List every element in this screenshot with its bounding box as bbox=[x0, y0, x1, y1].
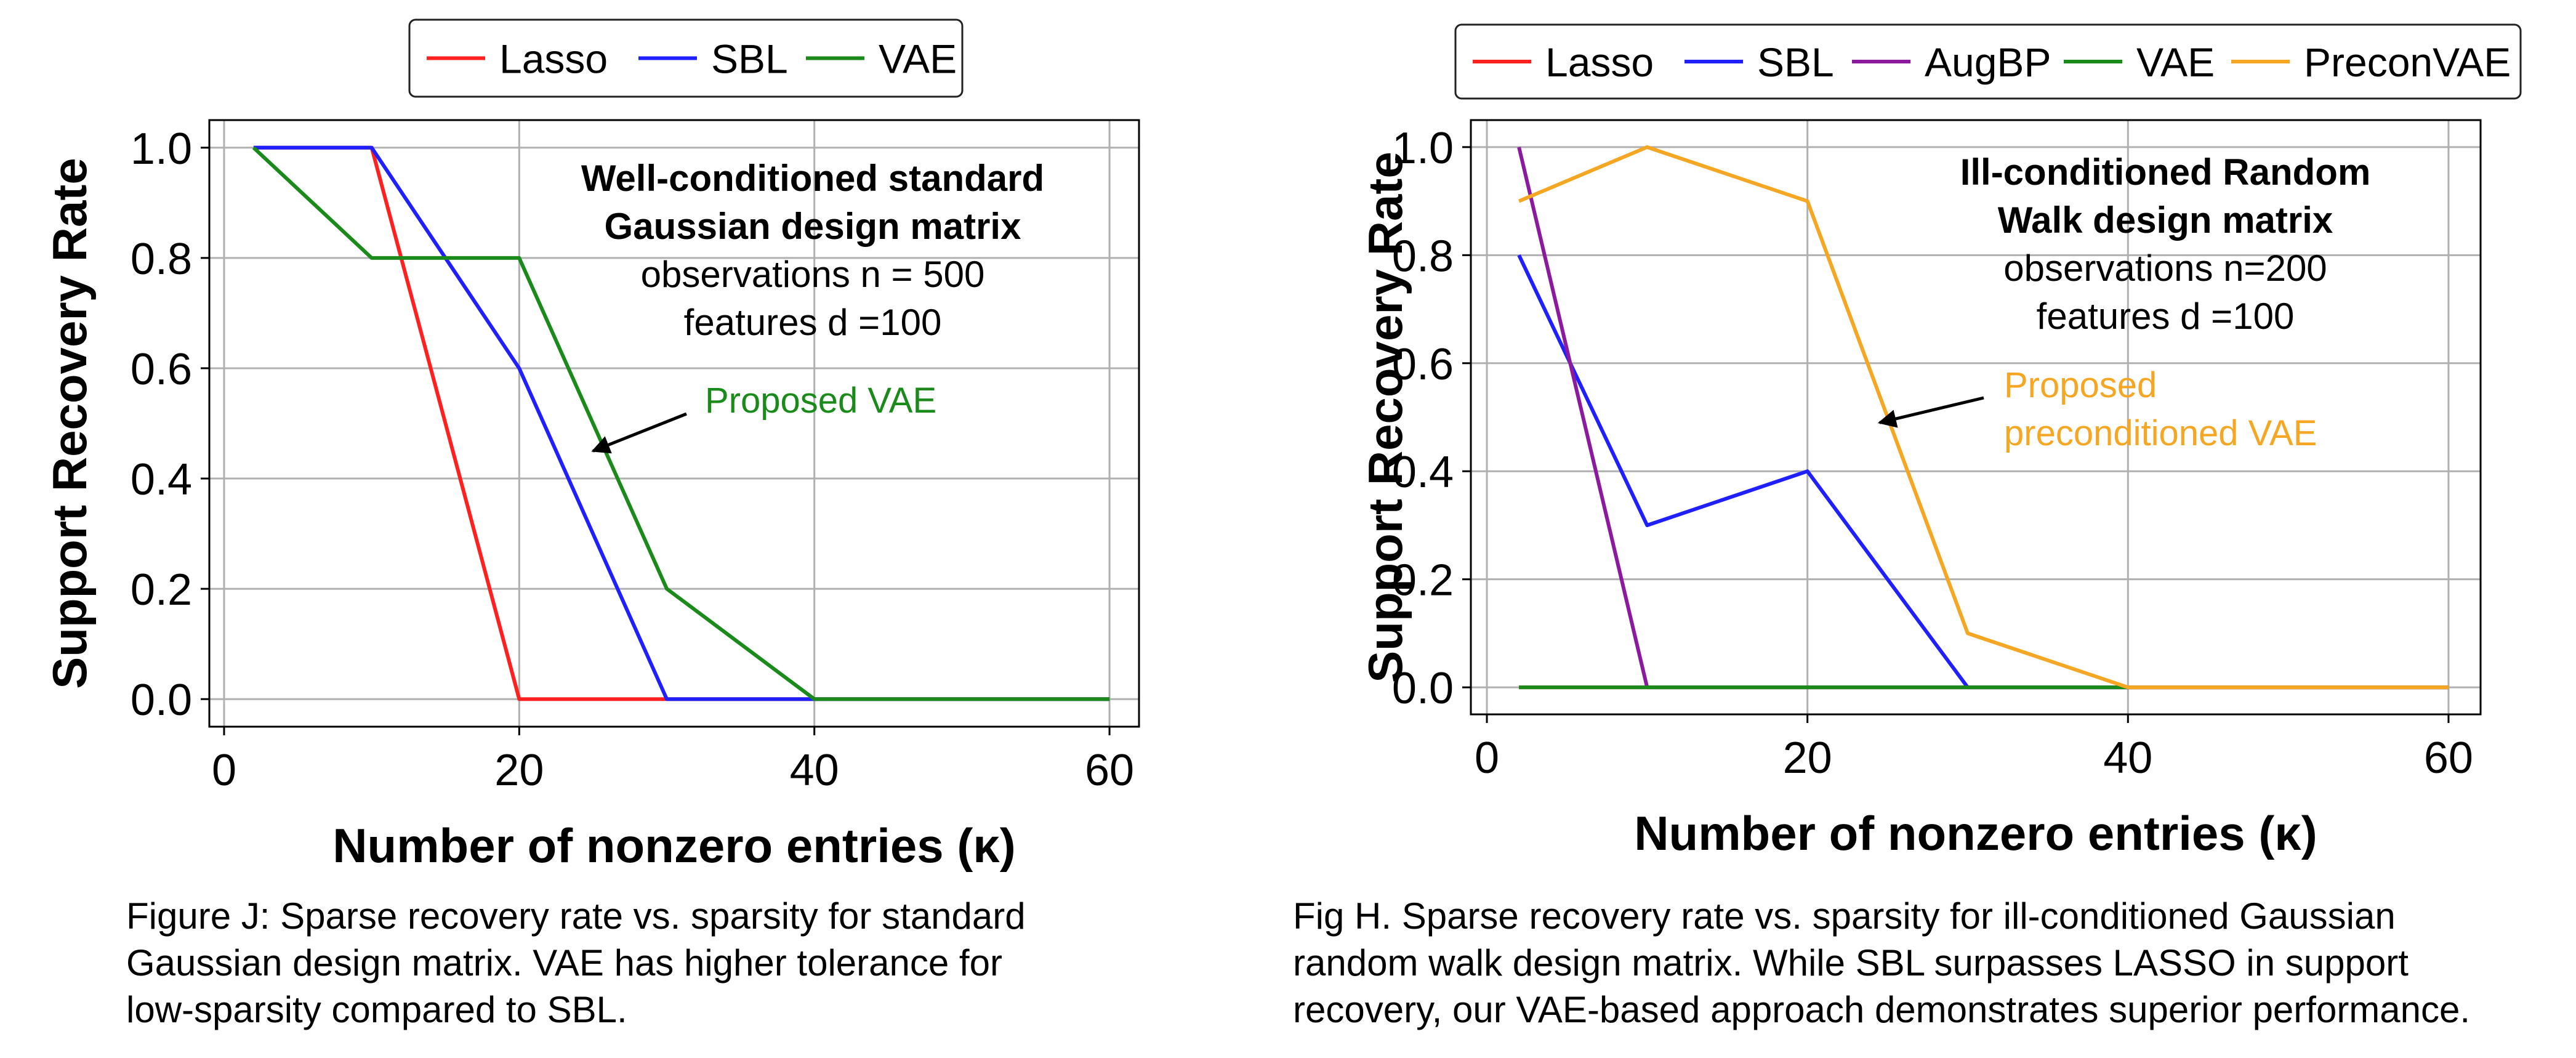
x-axis-title: Number of nonzero entries (κ) bbox=[332, 818, 1016, 873]
annotation-text: features d =100 bbox=[2037, 296, 2295, 337]
x-tick-label: 0 bbox=[212, 746, 236, 795]
x-tick-label: 20 bbox=[1783, 733, 1832, 783]
arrow-label: Proposed bbox=[2004, 365, 2157, 405]
x-tick-label: 40 bbox=[790, 746, 839, 795]
annotation-text: observations n=200 bbox=[2003, 248, 2327, 289]
caption-line: random walk design matrix. While SBL sur… bbox=[1293, 942, 2409, 983]
arrow-label: Proposed VAE bbox=[705, 381, 936, 421]
caption-line: Gaussian design matrix. VAE has higher t… bbox=[126, 942, 1002, 983]
y-tick-label: 0.8 bbox=[1392, 232, 1454, 281]
plot-frame bbox=[1470, 119, 2482, 716]
y-tick-label: 0.2 bbox=[1392, 556, 1454, 605]
annotation-title: Well-conditioned standard bbox=[581, 158, 1044, 199]
annotation-arrow bbox=[591, 412, 687, 454]
x-tick-label: 0 bbox=[1475, 733, 1499, 783]
x-tick-label: 60 bbox=[1085, 746, 1134, 795]
y-tick-label: 0.4 bbox=[1392, 448, 1454, 497]
y-axis-title: Support Recovery Rate bbox=[1358, 151, 1412, 683]
y-tick-label: 0.4 bbox=[131, 455, 192, 504]
y-tick-label: 0.0 bbox=[1392, 664, 1454, 713]
y-tick-label: 1.0 bbox=[1392, 124, 1454, 173]
plot-frame bbox=[208, 119, 1140, 728]
y-tick-label: 0.2 bbox=[131, 565, 192, 615]
legend-label-vae: VAE bbox=[2136, 39, 2215, 85]
annotation-title: Ill-conditioned Random bbox=[1960, 151, 2371, 193]
caption-right: Fig H. Sparse recovery rate vs. sparsity… bbox=[1293, 893, 2470, 1033]
legend-label-lasso: Lasso bbox=[1545, 39, 1654, 85]
annotation-arrow bbox=[1877, 396, 1984, 428]
legend-label-sbl: SBL bbox=[711, 36, 788, 82]
legend-frame bbox=[1454, 23, 2522, 100]
y-tick-label: 0.8 bbox=[131, 235, 192, 284]
series-line-vae bbox=[252, 146, 1110, 701]
annotation-text: observations n = 500 bbox=[641, 254, 985, 295]
caption-line: recovery, our VAE-based approach demonst… bbox=[1293, 989, 2471, 1030]
x-tick-label: 20 bbox=[494, 746, 544, 795]
legend-label-preconvae: PreconVAE bbox=[2304, 39, 2511, 85]
y-axis-title: Support Recovery Rate bbox=[42, 158, 97, 689]
y-tick-label: 0.0 bbox=[131, 676, 192, 725]
legend: Lasso SBL VAE bbox=[408, 18, 964, 98]
y-tick-label: 0.6 bbox=[1392, 340, 1454, 389]
caption-left: Figure J: Sparse recovery rate vs. spars… bbox=[126, 893, 1026, 1033]
arrow-label: preconditioned VAE bbox=[2004, 413, 2317, 453]
legend-label-augbp: AugBP bbox=[1925, 39, 2051, 85]
x-tick-label: 60 bbox=[2424, 733, 2473, 783]
legend-label-sbl: SBL bbox=[1757, 39, 1834, 85]
annotation-title: Gaussian design matrix bbox=[605, 206, 1021, 247]
annotation-text: features d =100 bbox=[684, 302, 942, 343]
chart-panel-left: 0 20 40 60 0.0 0.2 0.4 0.6 0.8 1.0 Number of nonze… bbox=[42, 18, 1140, 1033]
chart-left: 0 20 40 60 0.0 0.2 0.4 0.6 0.8 1.0 Number of nonze… bbox=[42, 18, 1140, 873]
y-tick-label: 1.0 bbox=[131, 124, 192, 174]
chart-panel-right: 0 20 40 60 0.0 0.2 0.4 0.6 0.8 1.0 Number of nonze… bbox=[1288, 0, 2576, 1058]
x-tick-label: 40 bbox=[2103, 733, 2152, 783]
legend-label-lasso: Lasso bbox=[499, 36, 608, 82]
legend-label-vae: VAE bbox=[879, 36, 957, 82]
annotation-title: Walk design matrix bbox=[1998, 200, 2333, 241]
legend: Lasso SBL AugBP VAE PreconVAE bbox=[1454, 23, 2522, 100]
caption-line: Figure J: Sparse recovery rate vs. spars… bbox=[126, 895, 1026, 937]
y-tick-label: 0.6 bbox=[131, 345, 192, 394]
caption-line: Fig H. Sparse recovery rate vs. sparsity… bbox=[1293, 895, 2396, 937]
x-axis-title: Number of nonzero entries (κ) bbox=[1634, 806, 2317, 860]
caption-line: low-sparsity compared to SBL. bbox=[126, 989, 627, 1030]
chart-right: 0 20 40 60 0.0 0.2 0.4 0.6 0.8 1.0 Number of nonze… bbox=[1358, 23, 2522, 860]
